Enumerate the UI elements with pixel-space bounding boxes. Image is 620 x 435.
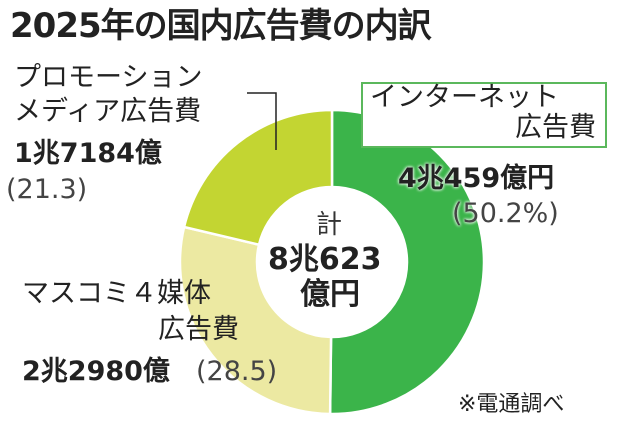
source-note: ※電通調べ xyxy=(458,392,565,417)
slice-1 xyxy=(178,225,333,416)
internet-label-line1: インターネット xyxy=(370,82,559,113)
internet-label-line2: 広告費 xyxy=(515,112,596,143)
slice-2 xyxy=(182,108,334,247)
leader-line xyxy=(247,92,277,150)
mass-media-amount: 2兆2980億 xyxy=(22,356,170,387)
mass-media-percent: (28.5) xyxy=(196,356,278,387)
center-total-label: 計 xyxy=(316,210,343,240)
internet-label-box xyxy=(361,82,607,148)
slice-0 xyxy=(328,108,486,416)
mass-media-label-line1: マスコミ４媒体 xyxy=(22,278,211,309)
internet-amount: 4兆459億円 xyxy=(398,163,555,194)
mass-media-label-line2: 広告費 xyxy=(158,314,239,345)
promotion-label-line1: プロモーション xyxy=(14,62,203,93)
promotion-amount: 1兆7184億 xyxy=(14,138,162,169)
promotion-percent: (21.3) xyxy=(6,174,88,205)
promotion-label-line2: メディア広告費 xyxy=(14,96,202,127)
center-total-unit: 億円 xyxy=(300,277,360,312)
internet-percent: (50.2%) xyxy=(452,198,559,229)
center-total-value: 8兆623 xyxy=(268,242,382,277)
chart-title: 2025年の国内広告費の内訳 xyxy=(10,6,432,46)
